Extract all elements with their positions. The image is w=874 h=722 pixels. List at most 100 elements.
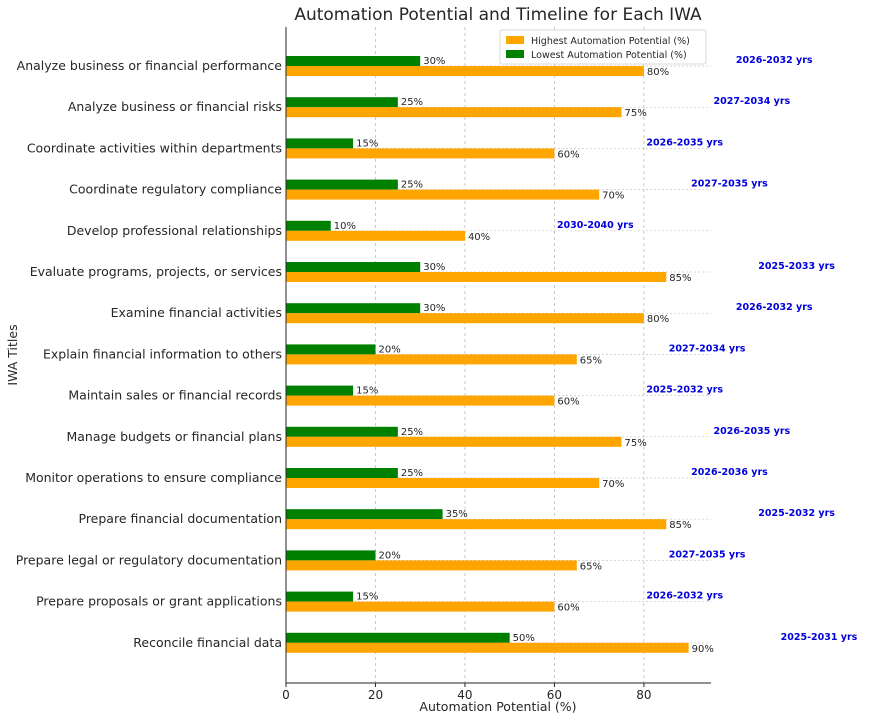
bar-highest (286, 272, 667, 282)
y-tick-label: Prepare financial documentation (79, 511, 283, 526)
y-tick-labels: Analyze business or financial performanc… (16, 58, 283, 650)
y-tick-label: Evaluate programs, projects, or services (30, 264, 282, 279)
x-tick-label-60: 60 (547, 688, 562, 702)
value-label-lowest: 10% (334, 221, 356, 232)
bar-highest (286, 66, 644, 76)
value-label-lowest: 15% (356, 592, 378, 603)
legend: Highest Automation Potential (%) Lowest A… (499, 29, 707, 65)
value-label-highest: 80% (647, 314, 669, 325)
bar-lowest (286, 632, 510, 643)
timeline-annotation: 2025-2032 yrs (646, 385, 723, 396)
bar-highest (286, 601, 555, 612)
bar-highest (286, 313, 644, 324)
value-label-lowest: 30% (423, 56, 445, 67)
bar-highest (286, 148, 555, 159)
timeline-annotation: 2026-2032 yrs (736, 55, 813, 66)
value-label-lowest: 50% (513, 633, 535, 644)
legend-box (499, 29, 707, 65)
value-label-highest: 80% (647, 67, 669, 78)
y-tick-label: Develop professional relationships (67, 223, 282, 238)
value-labels: 30% 80% 25% 75% 15% 60% 25% 70% 10% 40% 30% 85% 30% 8… (334, 56, 714, 655)
value-label-highest: 60% (557, 397, 579, 408)
bar-lowest (286, 385, 354, 396)
bar-highest (286, 560, 577, 571)
value-label-lowest: 15% (356, 386, 378, 397)
value-label-lowest: 35% (446, 509, 468, 520)
bar-highest (286, 519, 667, 530)
axes (285, 27, 711, 684)
timeline-annotation: 2027-2034 yrs (714, 96, 791, 107)
bar-lowest (286, 550, 376, 561)
bar-lowest (286, 468, 398, 478)
value-label-highest: 70% (602, 191, 624, 202)
bar-lowest (286, 56, 421, 66)
value-label-lowest: 15% (356, 138, 378, 149)
value-label-highest: 70% (602, 479, 624, 490)
y-tick-label: Explain financial information to others (43, 346, 282, 361)
y-tick-label: Examine financial activities (111, 305, 282, 320)
bar-highest (286, 642, 689, 653)
timeline-annotation: 2030-2040 yrs (557, 220, 634, 231)
value-label-highest: 65% (580, 561, 602, 572)
x-tick-label-40: 40 (457, 688, 472, 702)
bar-lowest (286, 138, 354, 149)
y-tick-label: Prepare legal or regulatory documentatio… (16, 552, 282, 567)
timeline-annotation: 2026-2035 yrs (646, 137, 723, 148)
y-tick-label: Coordinate regulatory compliance (69, 182, 282, 197)
value-label-highest: 75% (625, 108, 647, 119)
timeline-annotation: 2026-2032 yrs (646, 591, 723, 602)
y-tick-label: Analyze business or financial risks (68, 99, 282, 114)
timeline-annotation: 2027-2034 yrs (669, 343, 746, 354)
timeline-annotation: 2026-2032 yrs (736, 302, 813, 313)
y-tick-label: Prepare proposals or grant applications (36, 594, 282, 609)
bar-lowest (286, 509, 443, 520)
bar-lowest (286, 426, 398, 437)
value-label-highest: 65% (580, 355, 602, 366)
bar-highest (286, 478, 600, 488)
bar-highest (286, 107, 622, 118)
timeline-annotation: 2025-2032 yrs (758, 508, 835, 519)
y-axis-label: IWA Titles (5, 324, 20, 385)
legend-swatch (506, 50, 524, 58)
bar-lowest (286, 262, 421, 272)
timeline-annotation: 2026-2036 yrs (691, 467, 768, 478)
bar-lowest (286, 179, 398, 190)
x-tick-label-0: 0 (282, 688, 290, 702)
bar-lowest (286, 97, 398, 108)
value-label-highest: 60% (557, 603, 579, 614)
bar-lowest (286, 591, 354, 602)
value-label-lowest: 20% (378, 344, 400, 355)
y-tick-label: Manage budgets or financial plans (66, 429, 282, 444)
bar-highest (286, 354, 577, 365)
timeline-annotation: 2027-2035 yrs (691, 179, 768, 190)
x-axis-label: Automation Potential (%) (419, 699, 576, 714)
value-label-highest: 75% (625, 438, 647, 449)
bars (286, 56, 689, 653)
value-label-lowest: 25% (401, 427, 423, 438)
value-label-lowest: 20% (378, 550, 400, 561)
value-label-lowest: 25% (401, 180, 423, 191)
y-tick-label: Analyze business or financial performanc… (17, 58, 283, 73)
value-label-lowest: 30% (423, 262, 445, 273)
timeline-annotation: 2025-2031 yrs (781, 632, 858, 643)
timeline-annotations: 2026-2032 yrs 2027-2034 yrs 2026-2035 yrs 2… (557, 55, 858, 643)
y-tick-label: Monitor operations to ensure compliance (25, 470, 282, 485)
y-tick-label: Coordinate activities within departments (27, 140, 282, 155)
bar-highest (286, 230, 465, 241)
y-tick-label: Maintain sales or financial records (68, 388, 282, 403)
value-label-highest: 85% (669, 273, 691, 284)
bar-highest (286, 189, 600, 200)
timeline-annotation: 2027-2035 yrs (669, 549, 746, 560)
value-label-lowest: 30% (423, 303, 445, 314)
legend-entry: Lowest Automation Potential (%) (531, 50, 687, 61)
value-label-highest: 85% (669, 520, 691, 531)
timeline-annotation: 2025-2033 yrs (758, 261, 835, 272)
value-label-highest: 40% (468, 232, 490, 243)
value-label-highest: 90% (692, 644, 714, 655)
y-tick-label: Reconcile financial data (133, 635, 282, 650)
x-tick-label-20: 20 (368, 688, 383, 702)
bar-highest (286, 395, 555, 406)
value-label-highest: 60% (557, 149, 579, 160)
bar-highest (286, 436, 622, 447)
